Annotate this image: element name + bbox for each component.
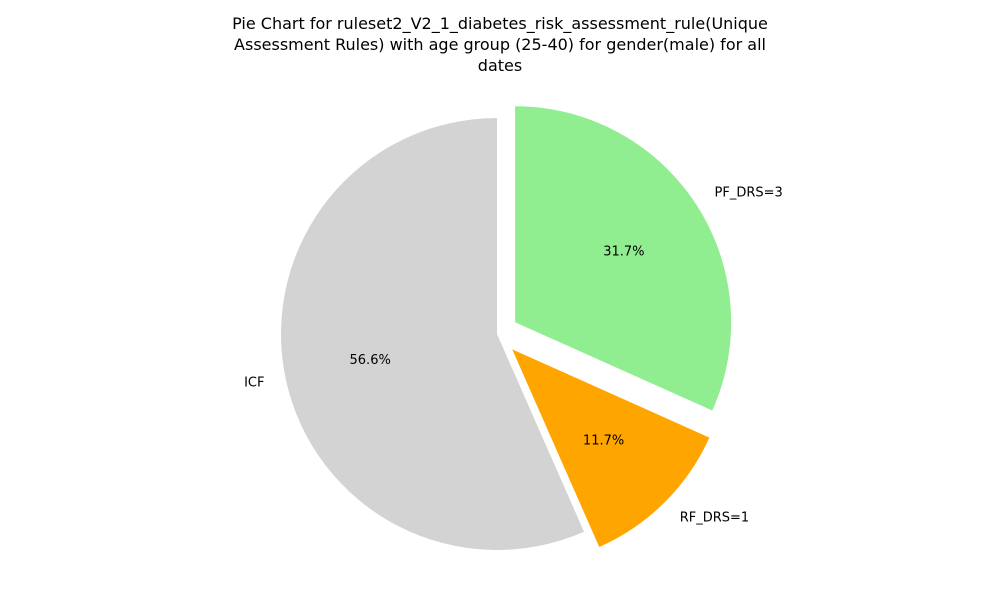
chart-title-line-3: dates: [477, 56, 523, 75]
chart-title-line-2: Assessment Rules) with age group (25-40)…: [234, 35, 766, 54]
pie-slice-2: [515, 106, 732, 411]
pie-slice-0: [280, 118, 585, 551]
pie-slice-1: [512, 349, 710, 548]
chart-title-line-1: Pie Chart for ruleset2_V2_1_diabetes_ris…: [232, 14, 768, 33]
slice-percent-label-1: 11.7%: [583, 434, 624, 449]
slice-percent-label-0: 56.6%: [350, 353, 391, 368]
slice-category-label-1: RF_DRS=1: [680, 510, 749, 525]
slice-percent-label-2: 31.7%: [603, 244, 644, 259]
slice-category-label-2: PF_DRS=3: [715, 186, 783, 201]
slice-category-label-0: ICF: [244, 375, 264, 390]
